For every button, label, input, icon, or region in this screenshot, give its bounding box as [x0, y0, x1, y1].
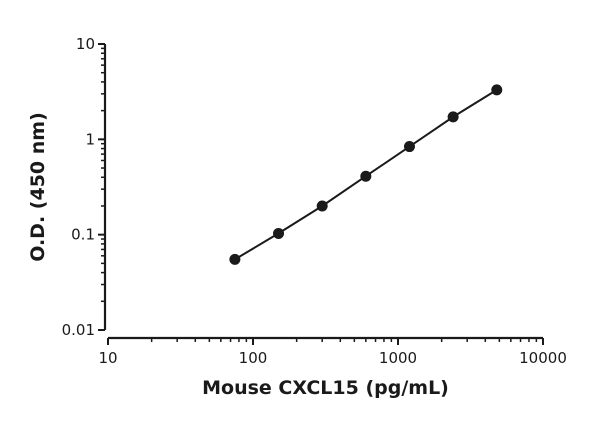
- data-point: [491, 84, 503, 96]
- y-tick-label: 10: [76, 35, 95, 53]
- data-point: [403, 141, 415, 153]
- x-axis-title: Mouse CXCL15 (pg/mL): [202, 377, 449, 399]
- axes: [103, 44, 543, 340]
- data-point: [273, 227, 285, 239]
- y-tick-label: 1: [85, 130, 95, 148]
- x-tick-label: 100: [239, 349, 268, 367]
- data-point: [229, 253, 241, 265]
- data-points: [229, 84, 503, 265]
- data-point: [360, 170, 372, 182]
- x-tick-label: 10000: [519, 349, 567, 367]
- y-tick-label: 0.1: [71, 226, 95, 244]
- x-ticks: 10 100 1000 10000: [98, 338, 567, 367]
- data-point: [447, 111, 459, 123]
- y-ticks: 0.01 0.1 1 10: [62, 35, 105, 339]
- x-tick-label: 10: [98, 349, 117, 367]
- y-tick-label: 0.01: [62, 321, 95, 339]
- x-tick-label: 1000: [379, 349, 417, 367]
- data-point: [316, 200, 328, 212]
- y-axis-title: O.D. (450 nm): [27, 112, 49, 262]
